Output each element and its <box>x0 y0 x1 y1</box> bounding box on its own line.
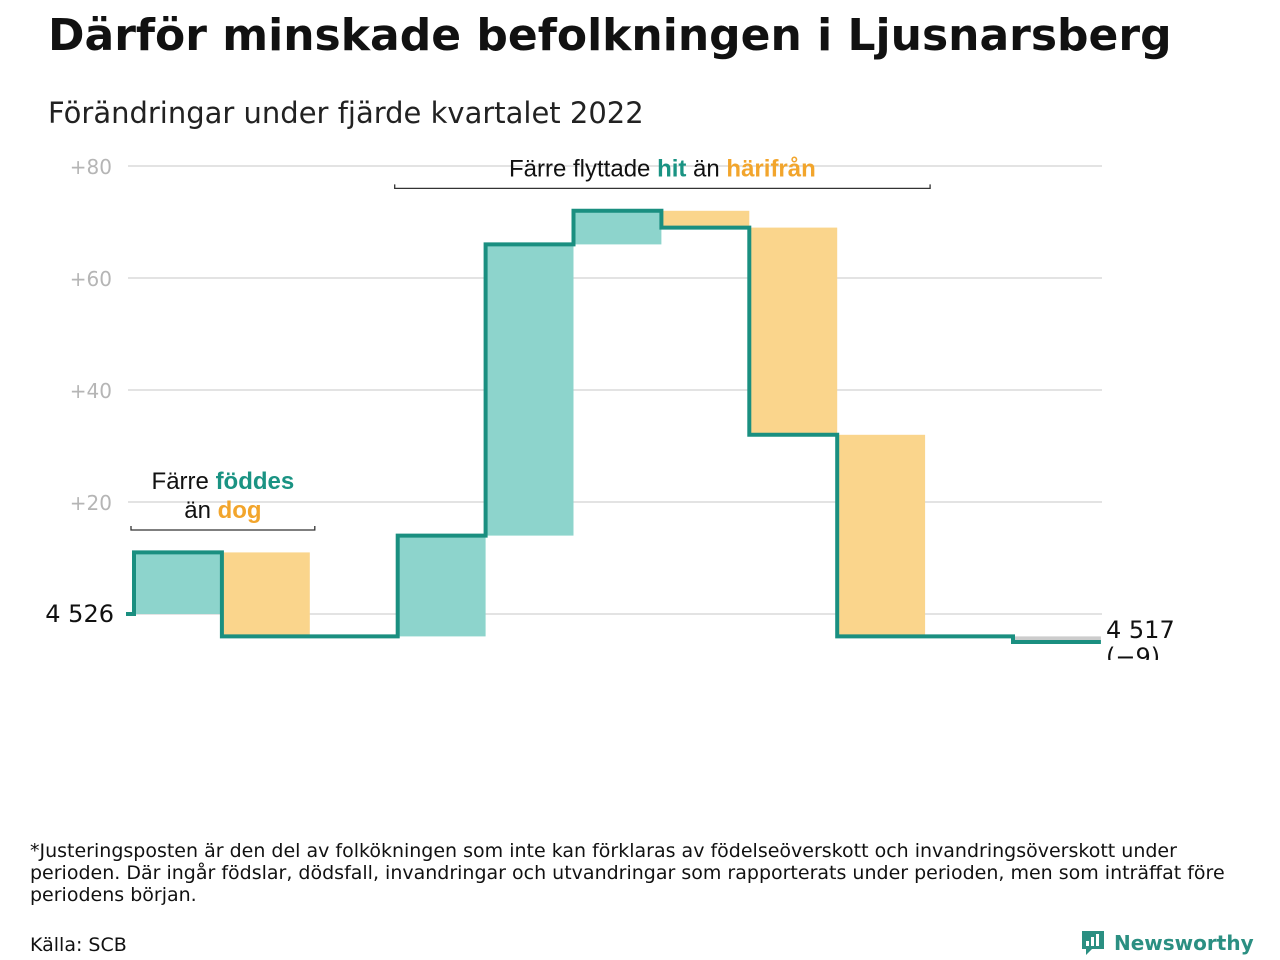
newsworthy-logo-icon <box>1082 931 1104 955</box>
waterfall-bar-increase <box>485 244 574 536</box>
waterfall-bar-increase <box>134 552 222 614</box>
waterfall-bar-decrease <box>221 552 310 637</box>
waterfall-bar-decrease <box>749 227 838 435</box>
brand-logo: Newsworthy <box>1080 929 1254 957</box>
y-tick-label: +20 <box>70 491 112 515</box>
annotation-text-segment: föddes <box>216 468 295 495</box>
waterfall-bar-adjustment <box>1013 636 1101 642</box>
start-value-label: 4 526 <box>45 600 114 628</box>
annotation-text-segment: Färre <box>152 468 216 495</box>
annotation-text: Färre flyttade hit än härifrån <box>509 155 816 182</box>
annotation-text: än dog <box>184 497 261 524</box>
annotation-bracket <box>394 184 931 190</box>
chart-title: Därför minskade befolkningen i Ljusnarsb… <box>48 10 1172 61</box>
end-value-label: 4 517 <box>1106 616 1175 644</box>
source-label: Källa: SCB <box>30 934 127 956</box>
cumulative-line <box>126 208 1101 644</box>
chart-subtitle: Förändringar under fjärde kvartalet 2022 <box>48 96 644 130</box>
waterfall-chart: +20+40+60+80FöddaDödaFrånegnalänetFrånöv… <box>45 155 1175 660</box>
waterfall-bar-decrease <box>837 434 926 637</box>
annotation-text-segment: härifrån <box>726 155 815 182</box>
y-tick-label: +40 <box>70 379 112 403</box>
annotation-text-segment: hit <box>657 155 686 182</box>
end-change-label: (−9) <box>1106 643 1160 660</box>
annotation-text-segment: än <box>686 155 726 182</box>
waterfall-bar-increase <box>397 535 486 637</box>
y-tick-label: +80 <box>70 155 112 179</box>
annotation-bracket <box>130 526 316 531</box>
annotation-text-segment: än <box>184 497 217 524</box>
annotation-text-segment: Färre flyttade <box>509 155 657 182</box>
waterfall-bar-increase <box>573 210 662 245</box>
annotation-text: Färre föddes <box>152 468 295 495</box>
footnote: *Justeringsposten är den del av folkökni… <box>30 840 1225 906</box>
waterfall-bar-decrease <box>661 210 750 228</box>
y-tick-label: +60 <box>70 267 112 291</box>
annotation-text-segment: dog <box>218 497 262 524</box>
brand-name: Newsworthy <box>1114 931 1254 955</box>
